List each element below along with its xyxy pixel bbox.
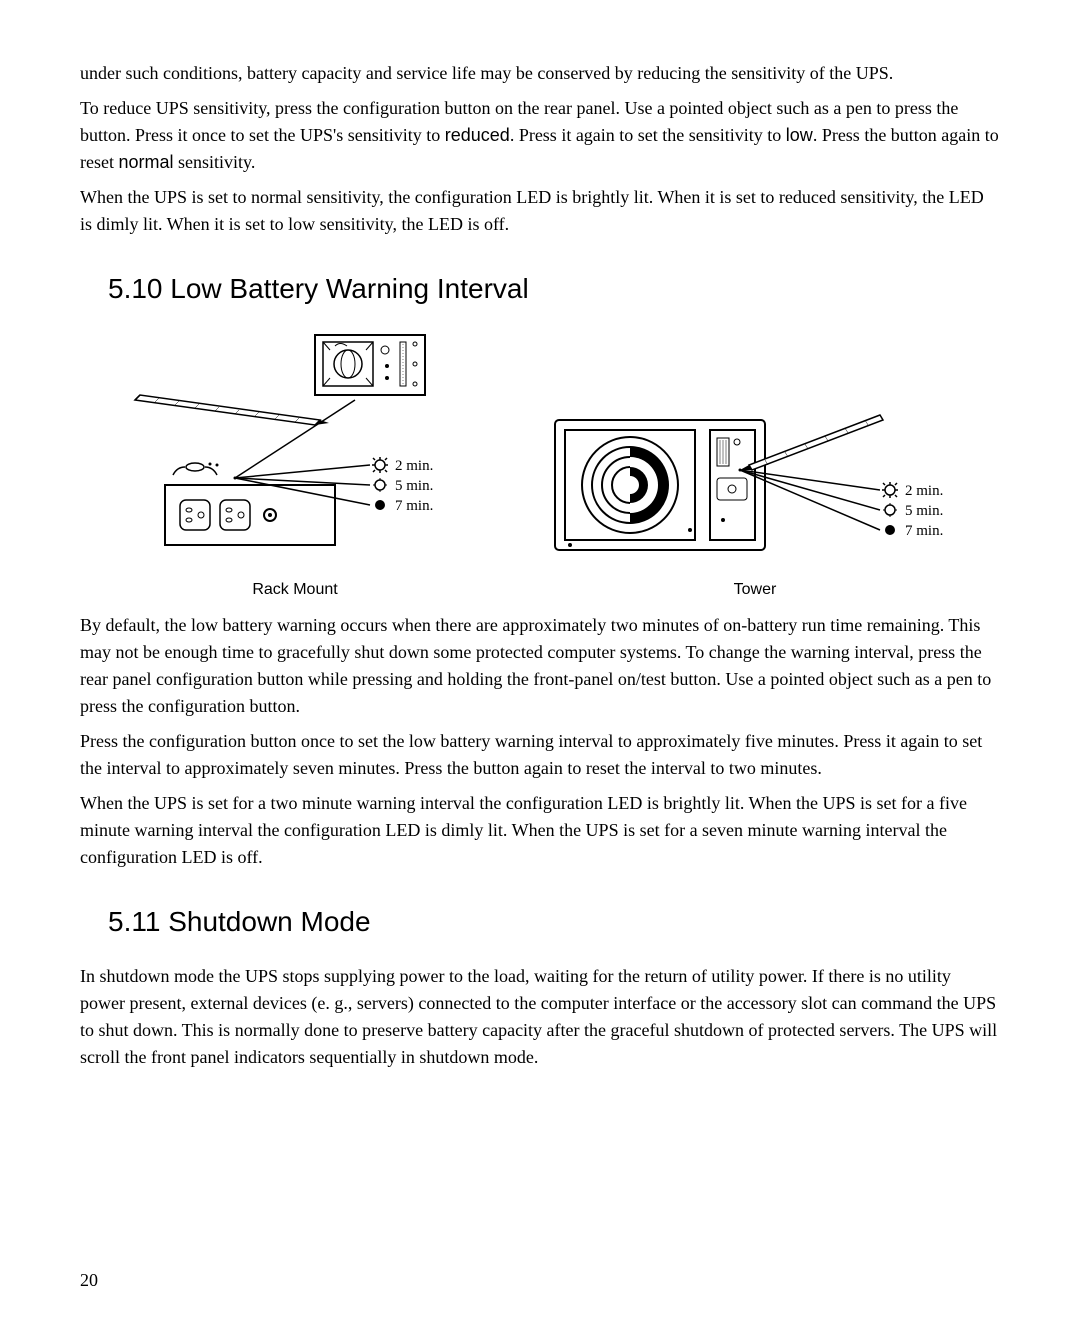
svg-text:2 min.: 2 min.: [395, 458, 433, 474]
intro-p2c: . Press it again to set the sensitivity …: [510, 125, 786, 145]
figure-container: 2 min. 5 min. 7 min. Rack Mount: [80, 330, 1000, 602]
tower-caption: Tower: [734, 578, 777, 602]
svg-text:2 min.: 2 min.: [905, 483, 943, 499]
rack-mount-diagram: 2 min. 5 min. 7 min.: [105, 330, 485, 570]
section-511-heading: 5.11 Shutdown Mode: [108, 901, 1000, 943]
intro-p2g: sensitivity.: [174, 152, 256, 172]
intro-p2: To reduce UPS sensitivity, press the con…: [80, 95, 1000, 176]
section510-p1: By default, the low battery warning occu…: [80, 612, 1000, 720]
page-number: 20: [80, 1267, 98, 1294]
intro-p1: under such conditions, battery capacity …: [80, 60, 1000, 87]
svg-text:7 min.: 7 min.: [395, 498, 433, 514]
svg-text:7 min.: 7 min.: [905, 523, 943, 539]
section510-p2: Press the configuration button once to s…: [80, 728, 1000, 782]
rack-mount-figure: 2 min. 5 min. 7 min. Rack Mount: [105, 330, 485, 602]
intro-p2f: normal: [118, 152, 173, 172]
svg-text:5 min.: 5 min.: [905, 503, 943, 519]
section511-p1: In shutdown mode the UPS stops supplying…: [80, 963, 1000, 1071]
tower-diagram: 2 min. 5 min. 7 min.: [535, 410, 975, 570]
svg-text:5 min.: 5 min.: [395, 478, 433, 494]
intro-p2d: low: [786, 125, 813, 145]
rack-mount-caption: Rack Mount: [252, 578, 337, 602]
intro-p3: When the UPS is set to normal sensitivit…: [80, 184, 1000, 238]
intro-p2b: reduced: [445, 125, 510, 145]
section-510-heading: 5.10 Low Battery Warning Interval: [108, 268, 1000, 310]
tower-figure: 2 min. 5 min. 7 min. Tower: [535, 410, 975, 602]
section510-p3: When the UPS is set for a two minute war…: [80, 790, 1000, 871]
